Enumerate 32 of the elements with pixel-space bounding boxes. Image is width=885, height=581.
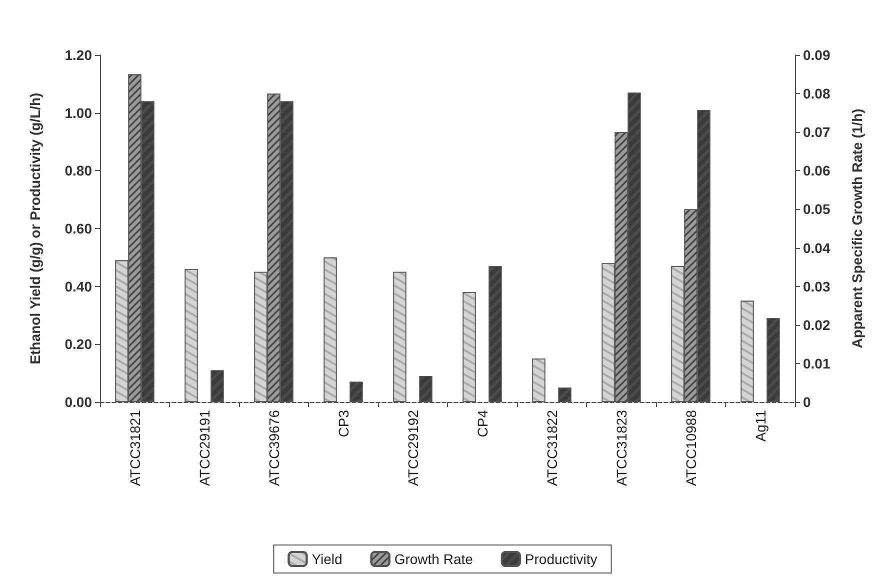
- y2-tick-label: 0.06: [803, 162, 830, 179]
- y-axis-title: Ethanol Yield (g/g) or Productivity (g/L/h): [27, 92, 43, 364]
- y2-axis-title: Apparent Specific Growth Rate (1/h): [849, 108, 865, 348]
- x-tick-label: Ag11: [752, 410, 768, 442]
- y-tick-label: 0.40: [64, 278, 92, 294]
- y-tick-label: 1.20: [64, 47, 92, 63]
- y2-tick-label: 0.03: [803, 278, 830, 294]
- y2-tick-label: 0.04: [803, 240, 830, 256]
- y2-tick-label: 0.01: [803, 355, 830, 372]
- legend-label: Yield: [312, 551, 342, 567]
- y2-tick-label: 0.08: [803, 86, 830, 102]
- legend-label: Growth Rate: [394, 551, 474, 567]
- y-tick-label: 0.00: [64, 394, 92, 410]
- x-tick-label: ATCC31821: [126, 410, 143, 486]
- x-tick-label: ATCC31823: [613, 410, 630, 486]
- x-tick-label: ATCC10988: [682, 410, 699, 486]
- y2-tick-label: 0: [803, 394, 811, 410]
- legend-label: Productivity: [524, 551, 598, 567]
- y-tick-label: 0.60: [64, 220, 92, 236]
- y2-tick-label: 0.09: [803, 47, 830, 63]
- y2-tick-label: 0.07: [803, 124, 830, 140]
- x-tick-label: ATCC39676: [266, 410, 282, 486]
- y-tick-label: 0.80: [64, 162, 92, 179]
- x-tick-label: ATCC29192: [404, 410, 421, 486]
- x-tick-label: CP3: [335, 410, 352, 438]
- y2-tick-label: 0.02: [803, 316, 830, 333]
- y-tick-label: 1.00: [64, 104, 92, 121]
- y-tick-label: 0.20: [64, 336, 92, 352]
- x-tick-label: CP4: [474, 410, 490, 438]
- x-tick-label: ATCC29191: [196, 410, 212, 486]
- x-tick-label: ATCC31822: [544, 410, 560, 486]
- y2-tick-label: 0.05: [803, 201, 830, 218]
